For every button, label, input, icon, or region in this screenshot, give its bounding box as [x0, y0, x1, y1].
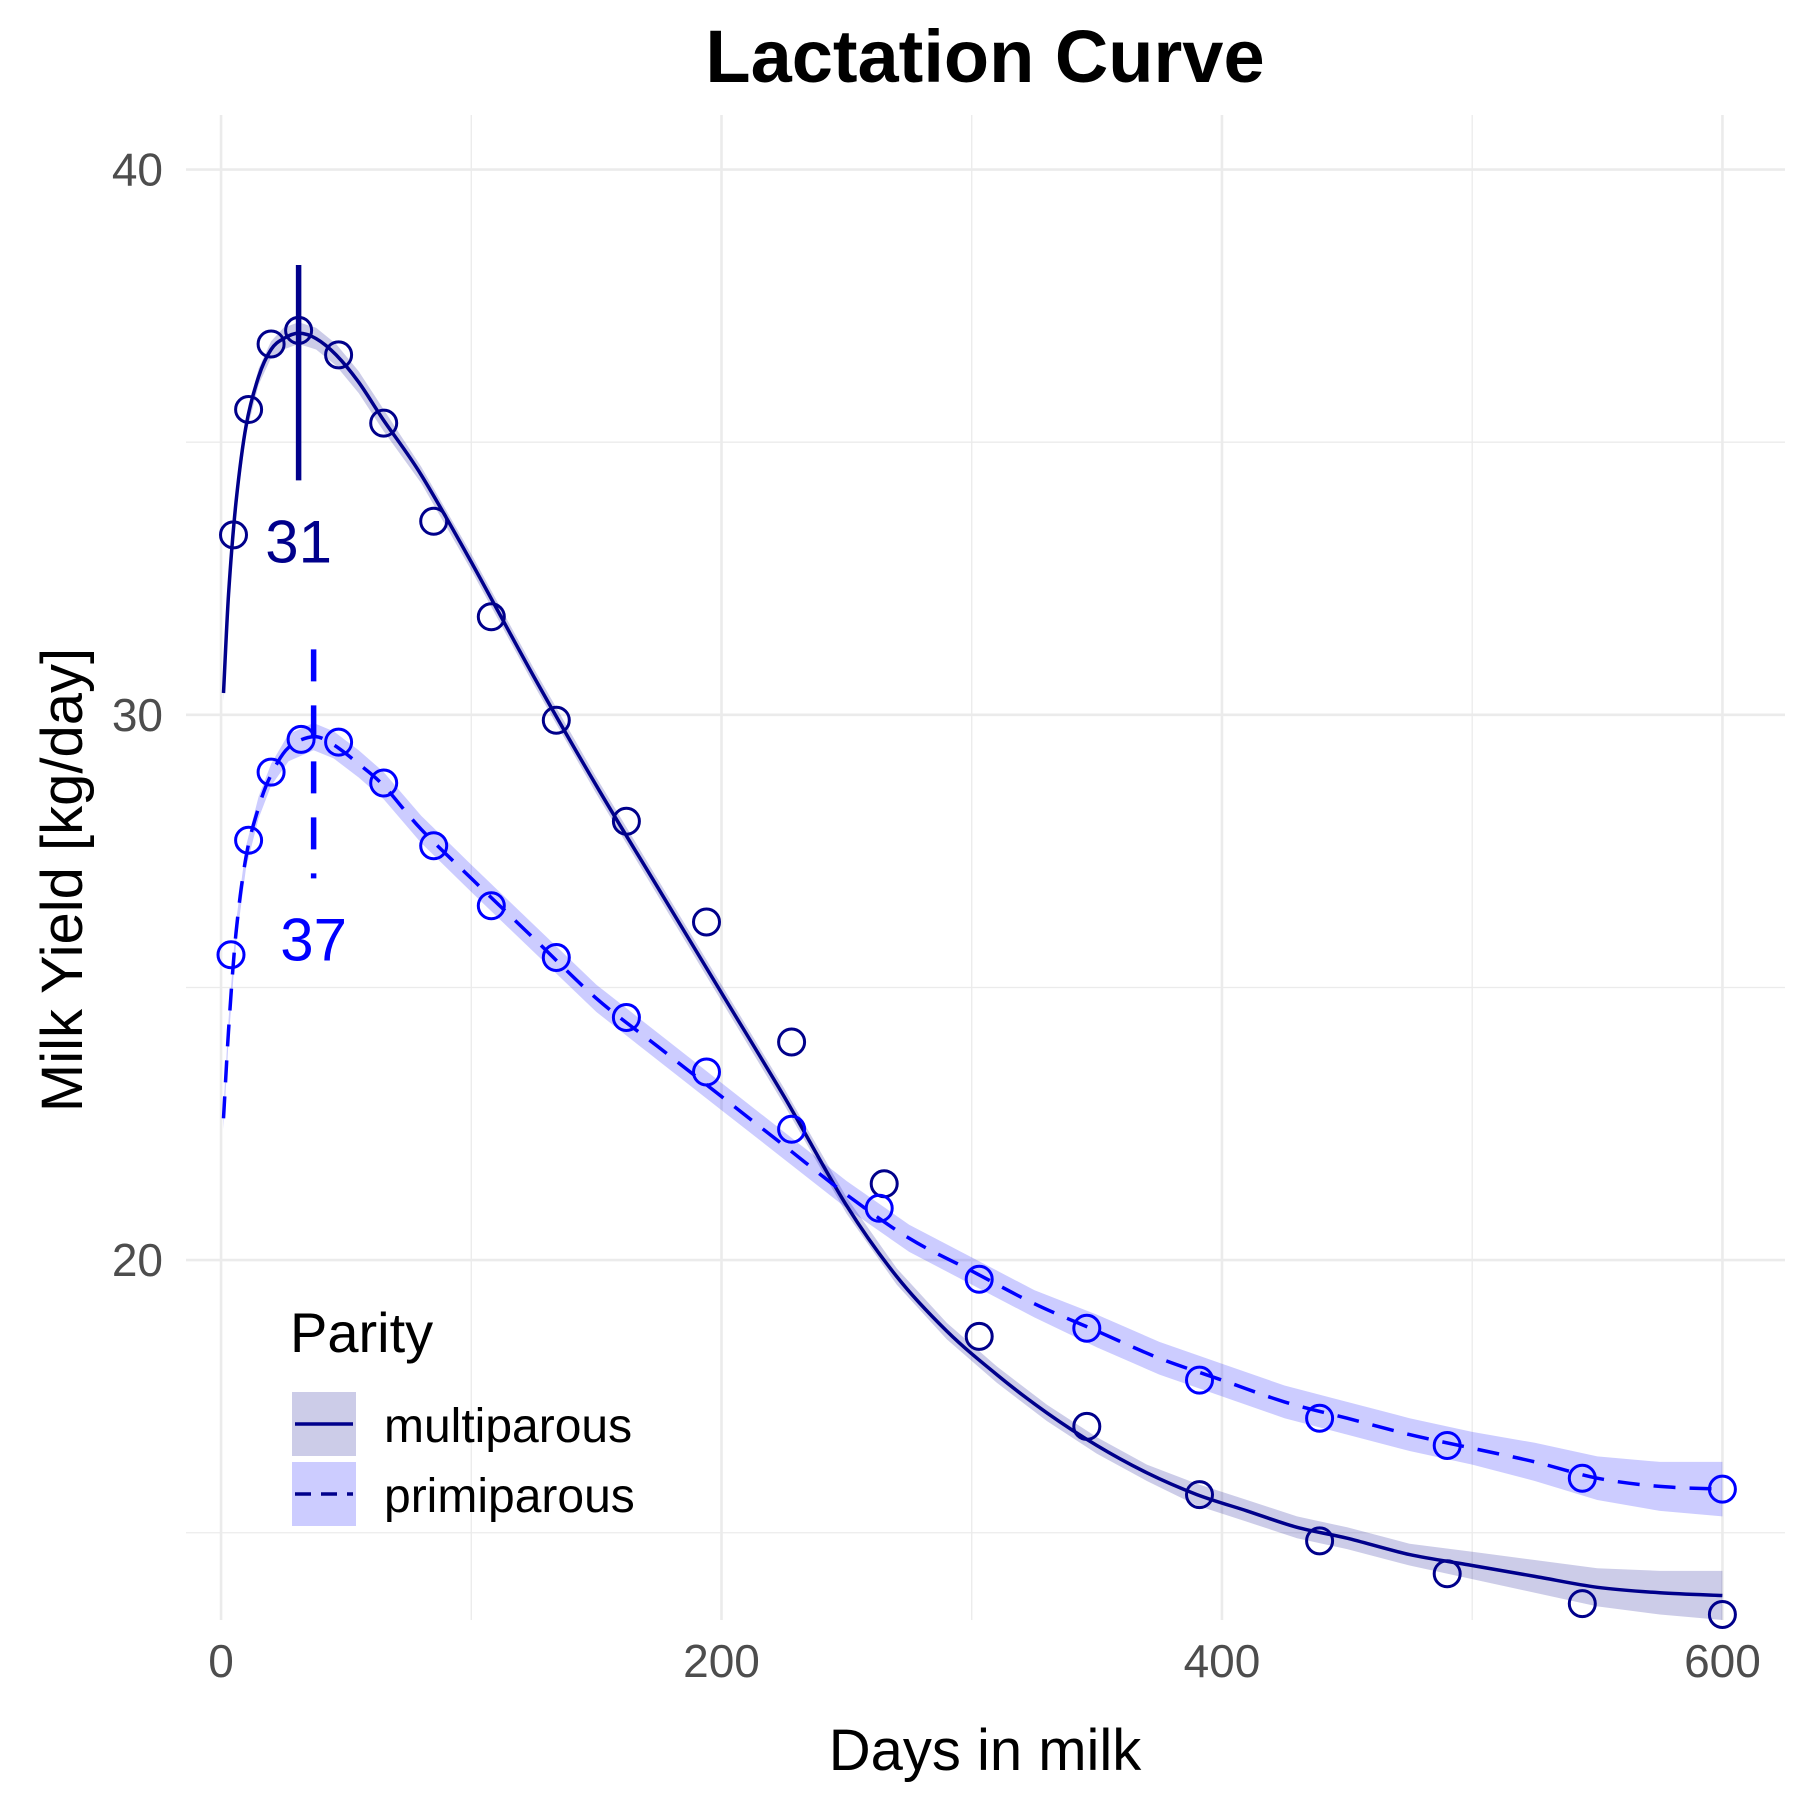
- point-multiparous: [964, 1321, 994, 1351]
- point-multiparous: [541, 705, 571, 735]
- point-multiparous: [369, 408, 399, 438]
- point-multiparous: [1185, 1480, 1214, 1510]
- point-primiparous: [216, 940, 246, 970]
- y-tick-label: 40: [112, 144, 163, 196]
- point-primiparous: [1305, 1403, 1335, 1433]
- point-multiparous: [1432, 1559, 1462, 1589]
- tick-labels: 0 200 400 600 20 30 40: [112, 144, 1761, 1687]
- ribbon-multiparous: [223, 322, 1723, 1621]
- legend-label-multiparous: multiparous: [384, 1400, 632, 1453]
- point-primiparous: [692, 1057, 721, 1087]
- point-multiparous: [1072, 1411, 1102, 1441]
- point-primiparous: [324, 727, 354, 757]
- point-multiparous: [777, 1027, 807, 1057]
- legend-item-multiparous: multiparous: [292, 1392, 632, 1456]
- point-multiparous: [869, 1169, 899, 1199]
- point-multiparous: [219, 520, 248, 550]
- x-tick-label: 200: [683, 1635, 760, 1687]
- point-multiparous: [1567, 1589, 1597, 1619]
- point-primiparous: [964, 1264, 994, 1294]
- peak-markers: 31 37: [265, 264, 347, 973]
- legend: Parity multiparous primiparous: [290, 1301, 635, 1526]
- legend-label-primiparous: primiparous: [384, 1470, 635, 1523]
- y-tick-label: 20: [112, 1234, 163, 1286]
- x-axis-title: Days in milk: [829, 1718, 1143, 1783]
- line-primiparous: [221, 734, 1723, 1491]
- data-points: [216, 315, 1737, 1629]
- point-primiparous: [234, 825, 264, 855]
- y-tick-label: 30: [112, 689, 163, 741]
- point-primiparous: [1567, 1463, 1597, 1493]
- chart-title: Lactation Curve: [705, 15, 1264, 98]
- point-primiparous: [611, 1003, 641, 1032]
- y-axis-title: Milk Yield [kg/day]: [30, 648, 95, 1112]
- point-multiparous: [256, 329, 286, 359]
- legend-item-primiparous: primiparous: [292, 1462, 635, 1526]
- point-multiparous: [1305, 1526, 1335, 1556]
- x-tick-label: 0: [208, 1635, 234, 1687]
- point-primiparous: [419, 831, 449, 861]
- x-tick-label: 600: [1684, 1635, 1761, 1687]
- point-primiparous: [476, 891, 506, 921]
- point-primiparous: [777, 1114, 807, 1144]
- point-primiparous: [1432, 1431, 1462, 1460]
- peak-label-primiparous: 37: [280, 906, 347, 973]
- point-multiparous: [1707, 1600, 1737, 1629]
- point-primiparous: [541, 943, 571, 972]
- legend-title: Parity: [290, 1301, 433, 1364]
- point-multiparous: [611, 806, 641, 836]
- x-tick-label: 400: [1184, 1635, 1261, 1687]
- point-primiparous: [369, 768, 399, 798]
- confidence-ribbons: [223, 322, 1723, 1621]
- point-multiparous: [234, 395, 264, 424]
- point-multiparous: [692, 907, 721, 937]
- point-primiparous: [864, 1193, 894, 1223]
- grid: [186, 115, 1785, 1620]
- point-primiparous: [1072, 1313, 1102, 1343]
- point-primiparous: [286, 724, 316, 754]
- point-multiparous: [476, 602, 506, 632]
- peak-label-multiparous: 31: [265, 508, 332, 575]
- point-primiparous: [256, 757, 286, 787]
- point-primiparous: [1707, 1474, 1737, 1504]
- point-multiparous: [324, 340, 354, 370]
- point-primiparous: [1185, 1365, 1214, 1395]
- point-multiparous: [419, 506, 449, 536]
- ribbon-primiparous: [223, 723, 1723, 1517]
